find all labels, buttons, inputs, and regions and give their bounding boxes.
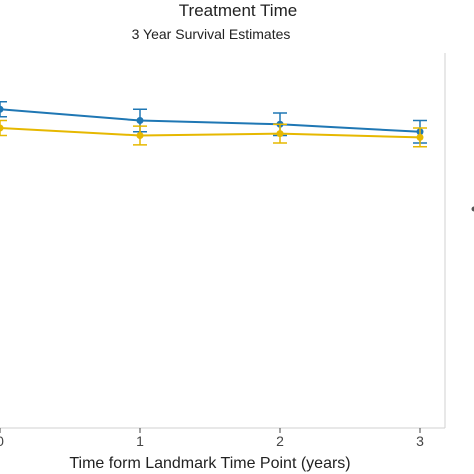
series-1-point-2 (276, 130, 284, 138)
series-1-point-1 (136, 132, 144, 139)
x-tick-label-2: 2 (276, 433, 284, 449)
x-tick-label-1: 1 (136, 433, 144, 449)
x-tick-label-3: 3 (416, 433, 424, 449)
x-tick-label-0: 0 (0, 433, 4, 449)
chart-title: Treatment Time (179, 1, 297, 20)
legend-marker (471, 206, 474, 212)
chart-marks (0, 101, 427, 148)
chart-subtitle: 3 Year Survival Estimates (132, 26, 291, 42)
x-axis-ticks: 0 1 2 3 (0, 428, 424, 449)
series-0-point-0 (0, 105, 4, 113)
series-1-line (0, 127, 421, 139)
series-1-point-0 (0, 124, 4, 132)
series-0-point-1 (136, 117, 144, 124)
x-axis-label: Time form Landmark Time Point (years) (69, 455, 350, 472)
series-0-line (0, 108, 421, 133)
series-1-point-3 (416, 133, 424, 141)
